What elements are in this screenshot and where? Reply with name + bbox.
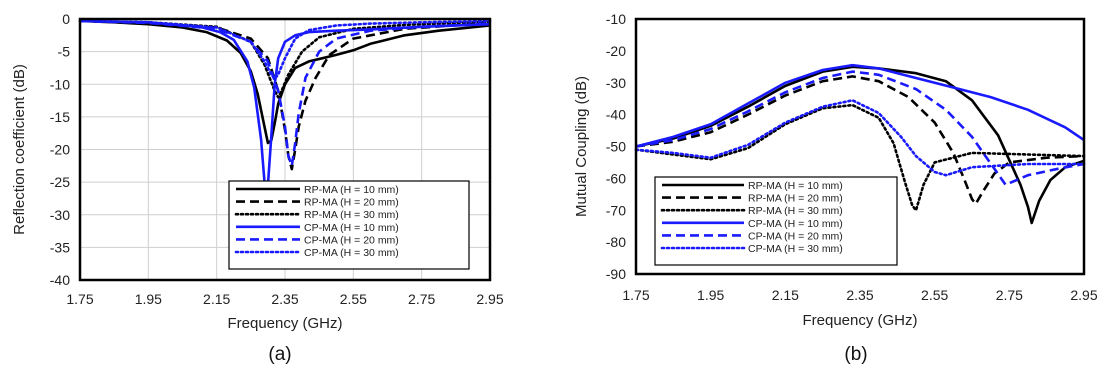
plot-frame-a [78,17,492,282]
y-tick-label: -15 [50,109,70,125]
caption-a: (a) [268,344,291,365]
y-tick-label: -60 [606,170,626,186]
x-tick-label: 2.15 [772,287,799,303]
y-tick-label: -40 [606,107,626,123]
series-line-1 [79,19,491,145]
series-line-5 [635,70,1085,187]
caption-b: (b) [844,344,867,365]
series-line-4 [635,63,1085,148]
y-tick-labels-a: 0 -5 -10 -15 -20 -25 -30 -35 -40 [50,11,70,288]
x-tick-label: 2.15 [203,291,230,307]
series-lines-b [634,63,1086,225]
legend-entry: CP-MA (H = 20 mm) [748,230,843,242]
legend-a: RP-MA (H = 10 mm)RP-MA (H = 20 mm)RP-MA … [228,180,470,270]
x-tick-labels-b: 1.75 1.95 2.15 2.35 2.55 2.75 2.95 [622,287,1097,303]
legend-box [654,176,898,266]
legend-entry: RP-MA (H = 10 mm) [748,180,843,192]
x-tick-label: 2.35 [846,287,873,303]
series-line-2 [79,19,491,171]
y-tick-label: -25 [50,174,70,190]
y-axis-label-b: Mutual Coupling (dB) [573,76,590,217]
x-tick-label: 1.95 [135,291,162,307]
legend-entry: CP-MA (H = 30 mm) [748,243,843,255]
x-tick-label: 2.95 [1070,287,1097,303]
series-line-1 [635,65,1085,225]
x-axis-label-b: Frequency (GHz) [802,312,917,329]
chart-reflection-coefficient: 1.75 1.95 2.15 2.35 2.55 2.75 2.95 0 -5 -10 -15 -2… [11,11,504,365]
y-tick-label: 0 [62,11,70,27]
plot-frame-b [634,17,1086,276]
x-axis-label-a: Frequency (GHz) [227,315,342,332]
legend-b: RP-MA (H = 10 mm)RP-MA (H = 20 mm)RP-MA … [654,176,898,266]
y-tick-label: -50 [606,139,626,155]
legend-entry: RP-MA (H = 30 mm) [748,205,843,217]
series-line-6 [78,19,492,81]
legend-entry: RP-MA (H = 20 mm) [748,193,843,205]
series-line-2 [635,75,1085,206]
series-lines-a [78,19,492,187]
series-line-6 [634,99,1086,177]
y-tick-label: -10 [606,11,626,27]
x-tick-label: 1.75 [622,287,649,303]
legend-entry: RP-MA (H = 10 mm) [304,184,399,196]
series-line-4 [79,19,491,187]
chart-mutual-coupling: 1.75 1.95 2.15 2.35 2.55 2.75 2.95 -10 -20 -30 -4… [573,11,1098,365]
y-tick-label: -5 [58,44,71,60]
y-tick-label: -30 [606,75,626,91]
y-tick-label: -35 [50,239,70,255]
y-tick-label: -10 [50,76,70,92]
x-tick-label: 2.55 [921,287,948,303]
x-tick-label: 2.95 [476,291,503,307]
legend-entry: CP-MA (H = 30 mm) [304,247,399,259]
y-tick-label: -70 [606,202,626,218]
legend-entry: RP-MA (H = 20 mm) [304,197,399,209]
legend-entry: CP-MA (H = 10 mm) [748,218,843,230]
y-tick-label: -90 [606,266,626,282]
x-tick-label: 1.95 [697,287,724,303]
x-tick-label: 2.35 [271,291,298,307]
x-tick-labels-a: 1.75 1.95 2.15 2.35 2.55 2.75 2.95 [66,291,503,307]
x-tick-label: 2.55 [340,291,367,307]
x-tick-label: 2.75 [996,287,1023,303]
x-tick-label: 1.75 [66,291,93,307]
y-axis-label-a: Reflection coefficient (dB) [11,64,28,235]
legend-entry: CP-MA (H = 10 mm) [304,222,399,234]
series-line-3 [634,103,1086,212]
y-tick-labels-b: -10 -20 -30 -40 -50 -60 -70 -80 -90 [606,11,626,282]
y-tick-label: -80 [606,234,626,250]
legend-entry: CP-MA (H = 20 mm) [304,234,399,246]
x-tick-label: 2.75 [408,291,435,307]
y-tick-label: -40 [50,272,70,288]
legend-entry: RP-MA (H = 30 mm) [304,209,399,221]
y-tick-label: -20 [606,43,626,59]
legend-box [228,180,470,270]
y-tick-label: -20 [50,142,70,158]
y-tick-label: -30 [50,207,70,223]
